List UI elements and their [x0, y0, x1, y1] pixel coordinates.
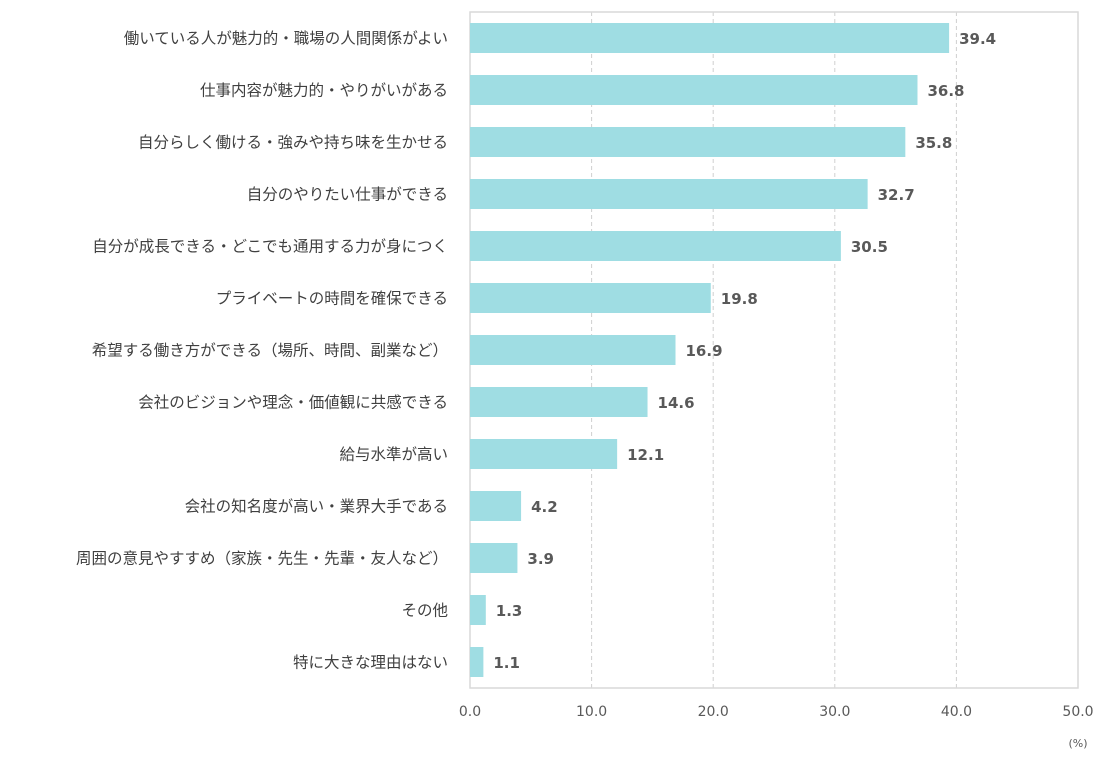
- data-label: 36.8: [927, 82, 964, 100]
- category-label: 自分が成長できる・どこでも通用する力が身につく: [92, 238, 448, 256]
- data-label: 3.9: [527, 550, 554, 568]
- data-label: 35.8: [915, 134, 952, 152]
- category-label: プライベートの時間を確保できる: [216, 290, 448, 308]
- x-tick-label: 10.0: [576, 704, 607, 720]
- x-tick-label: 50.0: [1062, 704, 1093, 720]
- bar: [470, 647, 484, 677]
- x-tick-label: 30.0: [819, 704, 850, 720]
- category-label: 働いている人が魅力的・職場の人間関係がよい: [124, 30, 448, 48]
- category-label: 会社のビジョンや理念・価値観に共感できる: [138, 393, 448, 412]
- bar: [470, 75, 918, 105]
- data-label: 30.5: [851, 238, 888, 256]
- bar: [470, 231, 841, 261]
- category-label: 給与水準が高い: [339, 446, 448, 464]
- bar: [470, 23, 950, 53]
- x-tick-label: 0.0: [459, 704, 481, 720]
- data-label: 16.9: [686, 342, 723, 360]
- category-label: 特に大きな理由はない: [293, 654, 448, 672]
- bar: [470, 543, 518, 573]
- bar: [470, 491, 522, 521]
- category-labels: 働いている人が魅力的・職場の人間関係がよい仕事内容が魅力的・やりがいがある自分ら…: [76, 30, 448, 672]
- x-axis-ticks: 0.0 10.0 20.0 30.0 40.0 50.0: [459, 704, 1094, 720]
- category-label: その他: [401, 602, 448, 620]
- bars: [470, 23, 950, 677]
- data-label: 19.8: [721, 290, 758, 308]
- category-label: 希望する働き方ができる（場所、時間、副業など）: [92, 342, 448, 360]
- unit-label: (%): [1068, 737, 1087, 750]
- data-label: 1.3: [496, 602, 523, 620]
- x-tick-label: 20.0: [698, 704, 729, 720]
- bar: [470, 283, 711, 313]
- data-label: 32.7: [878, 186, 915, 204]
- data-label: 14.6: [658, 394, 695, 412]
- category-label: 周囲の意見やすすめ（家族・先生・先輩・友人など）: [76, 549, 448, 568]
- bar: [470, 127, 906, 157]
- category-label: 自分のやりたい仕事ができる: [247, 186, 448, 204]
- x-tick-label: 40.0: [941, 704, 972, 720]
- bar: [470, 387, 648, 417]
- data-label: 1.1: [493, 654, 520, 672]
- data-label: 4.2: [531, 498, 558, 516]
- category-label: 会社の知名度が高い・業界大手である: [185, 498, 448, 516]
- bar: [470, 439, 618, 469]
- data-label: 39.4: [959, 30, 996, 48]
- bar: [470, 595, 486, 625]
- value-labels: 39.4 36.8 35.8 32.7 30.5 19.8 16.9 14.6 12.1 4.2 3…: [493, 30, 996, 672]
- bar: [470, 179, 868, 209]
- data-label: 12.1: [627, 446, 664, 464]
- category-label: 仕事内容が魅力的・やりがいがある: [200, 82, 448, 100]
- category-label: 自分らしく働ける・強みや持ち味を生かせる: [138, 134, 448, 152]
- bar: [470, 335, 676, 365]
